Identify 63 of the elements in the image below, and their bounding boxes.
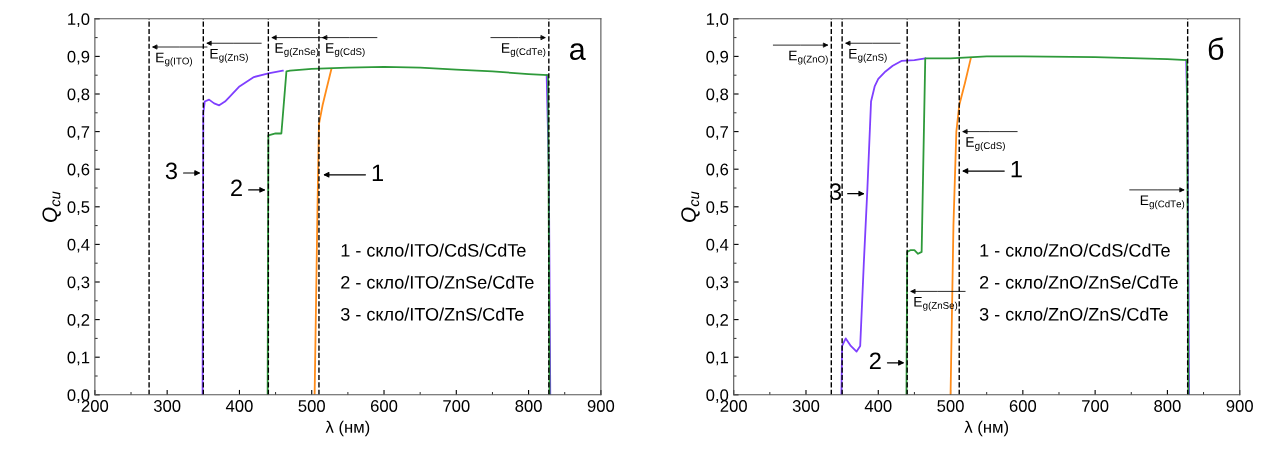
- annotation: E$_{g(ZnS)}$: [210, 48, 248, 63]
- x-tick-label: 600: [1009, 400, 1037, 412]
- y-tick-label: 0,1: [67, 351, 90, 366]
- y-tick-label: 0,1: [706, 351, 729, 366]
- x-tick-label: 300: [153, 400, 181, 412]
- y-tick-label: 0,6: [67, 163, 90, 178]
- annotation: E$_{g(CdTe)}$: [1140, 195, 1185, 210]
- y-tick-label: 1,0: [706, 13, 729, 27]
- x-tick-label: 700: [443, 400, 470, 412]
- y-tick-label: 0,5: [67, 201, 90, 215]
- annotation: 3: [165, 162, 177, 180]
- y-tick-label: 0,9: [706, 50, 729, 65]
- x-tick-label: 800: [1154, 400, 1181, 412]
- annotation: 2: [869, 352, 881, 369]
- annotation: 1 - скло/ZnO/CdS/CdTe: [980, 243, 1170, 257]
- y-tick-label: 0,4: [67, 238, 90, 253]
- x-axis-title: λ (нм): [964, 420, 1009, 437]
- y-axis-title: Q$_{cu}$: [42, 191, 61, 223]
- annotation: E$_{g(CdS)}$: [326, 43, 365, 58]
- chart-title: б: [1208, 37, 1224, 61]
- x-tick-label: 400: [225, 400, 253, 412]
- annotation: 3 - скло/ZnO/ZnS/CdTe: [979, 307, 1168, 321]
- annotation: E$_{g(ZnO)}$: [789, 50, 828, 65]
- y-tick-label: 0,8: [67, 88, 90, 103]
- y-tick-label: 0,4: [706, 238, 729, 253]
- x-tick-label: 700: [1082, 400, 1109, 412]
- y-tick-label: 0,7: [67, 126, 90, 140]
- x-tick-label: 500: [937, 400, 964, 412]
- y-axis-title: Q$_{cu}$: [681, 191, 700, 223]
- y-tick-label: 0,2: [706, 314, 728, 328]
- y-tick-label: 1,0: [68, 13, 90, 27]
- y-tick-label: 0,3: [706, 276, 729, 291]
- annotation: 3 - скло/ITO/ZnS/CdTe: [340, 307, 524, 321]
- line-series: [905, 55, 1190, 395]
- text: а: [570, 43, 586, 61]
- annotation: 1: [372, 164, 383, 181]
- y-tick-label: 0,2: [67, 314, 90, 328]
- y-tick-label: 0,5: [706, 201, 729, 215]
- annotation: E$_{g(ZnSe)}$: [275, 43, 319, 58]
- annotation: 2 - скло/ZnO/ZnSe/CdTe: [980, 275, 1178, 289]
- annotation: 1 - скло/ITO/CdS/CdTe: [341, 243, 526, 257]
- annotation: E$_{g(ITO)}$: [156, 52, 193, 67]
- x-tick-label: 300: [792, 400, 820, 412]
- x-tick-label: 600: [370, 400, 398, 412]
- y-tick-label: 0,6: [706, 163, 729, 178]
- line-series: [313, 68, 333, 395]
- annotation: E$_{g(CdS)}$: [966, 137, 1005, 152]
- annotation: E$_{g(ZnS)}$: [849, 48, 887, 63]
- x-axis-title: λ (нм): [325, 420, 370, 437]
- annotation: 2: [231, 179, 242, 196]
- x-tick-label: 400: [864, 400, 892, 412]
- x-tick-label: 900: [587, 400, 615, 412]
- y-tick-label: 0,8: [706, 88, 729, 103]
- y-tick-label: 0,9: [67, 50, 90, 65]
- line-series: [266, 66, 551, 395]
- annotation: 2 - скло/ITO/ZnSe/CdTe: [341, 275, 534, 289]
- y-tick-label: 0,3: [67, 276, 90, 291]
- x-tick-label: 900: [1226, 400, 1253, 412]
- x-tick-label: 500: [298, 400, 325, 412]
- annotation: E$_{g(CdTe)}$: [502, 43, 546, 58]
- x-tick-label: 800: [515, 400, 542, 412]
- annotation: 1: [1011, 160, 1022, 178]
- y-tick-label: 0,7: [706, 126, 728, 140]
